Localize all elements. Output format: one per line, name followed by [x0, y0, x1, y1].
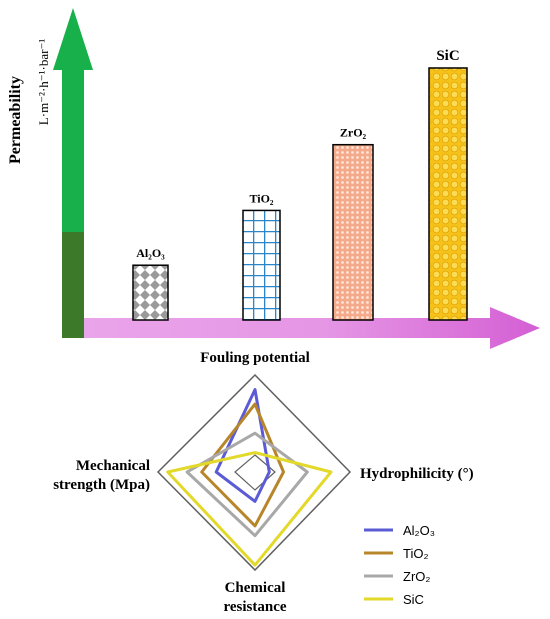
radar-axis-label-fouling: Fouling potential: [200, 350, 310, 366]
bar-label-1: TiO₂: [249, 191, 273, 205]
legend-label-3: SiC: [403, 592, 424, 607]
radar-series-3: [166, 451, 333, 567]
y-axis-arrow-base: [62, 232, 84, 338]
radar-axis-label-chemical-resistance: Chemical resistance: [223, 580, 286, 615]
legend-label-2: ZrO₂: [403, 569, 430, 584]
legend: Al₂O₃ TiO₂ ZrO₂ SiC: [364, 523, 435, 607]
radar-axis-label-mechanical-strength: Mechanical strength (Mpa): [53, 458, 150, 493]
y-axis-unit-label: L·m⁻²·h⁻¹·bar⁻¹: [36, 39, 51, 126]
x-axis-arrow: [62, 307, 540, 349]
legend-label-0: Al₂O₃: [403, 523, 435, 538]
bar-label-2: ZrO₂: [340, 126, 367, 140]
radar-outer-frame: [156, 373, 352, 572]
radar-series-2: [185, 431, 309, 538]
radar-axis-label-hydrophilicity: Hydrophilicity (°): [360, 466, 474, 482]
bar-0: [132, 264, 169, 321]
bar-label-0: Al₂O₃: [136, 246, 165, 260]
y-axis-label: Permeability: [7, 76, 24, 164]
bar-1: [242, 209, 281, 321]
bar-2: [332, 143, 374, 321]
permeability-bar-chart: Permeability L·m⁻²·h⁻¹·bar⁻¹ Al₂O₃ TiO₂ Zr…: [7, 8, 540, 349]
legend-label-1: TiO₂: [403, 546, 429, 561]
radar-series-1: [200, 402, 285, 528]
bar-3: [428, 67, 468, 321]
radar-chart: Fouling potential Hydrophilicity (°) Che…: [53, 350, 473, 615]
radar-series-0: [214, 388, 271, 503]
bar-label-3: SiC: [436, 48, 459, 64]
